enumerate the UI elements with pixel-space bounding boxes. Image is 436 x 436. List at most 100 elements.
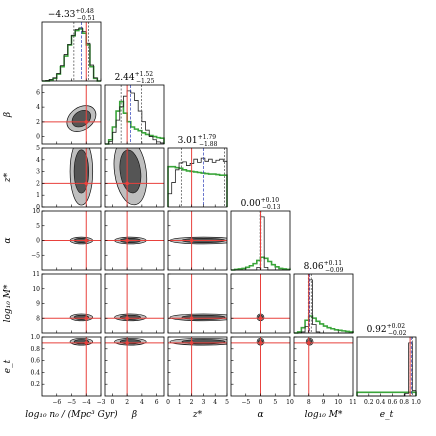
panel-alpha-vs-log10_n0: −5 0 5 10 [31,208,102,271]
panel-log10_M_star-vs-log10_M_star: 8.06+0.11 −0.09 [293,260,354,334]
xlabel-beta: β [131,410,137,420]
xlabel-log10_M_star: log₁₀ M* [305,410,343,420]
title-alpha: 0.00+0.10 −0.13 [241,197,281,211]
contour-inner-log10_M_star-z_star [181,314,226,320]
x-tick-label-beta: 2 [125,399,129,406]
x-tick-label-e_t: 1.0 [411,399,421,406]
panel-e_t-vs-log10_n0: −6 −5 −4 −3 0.2 0.4 0.6 0.8 1.0 [30,334,105,406]
truth-point-alpha-beta [125,238,129,243]
y-tick-label-z_star: 4 [36,157,40,164]
truth-point-e_t-log10_n0 [84,341,89,345]
xlabel-alpha: α [257,410,263,420]
x-tick-label-alpha: 5 [273,399,277,406]
posterior-histogram-beta [105,90,165,145]
title-beta: 2.44+1.52 −1.25 [115,71,155,85]
posterior-histogram-log10_n0 [42,27,101,82]
y-tick-label-beta: 0 [36,134,40,141]
panel-e_t-vs-alpha: −5 0 5 10 [230,336,294,406]
truth-point-e_t-log10_M_star [306,341,311,345]
truth-point-z_star-log10_n0 [84,181,89,186]
panel-beta-vs-beta: 2.44+1.52 −1.25 [104,71,165,145]
x-tick-label-z_star: 2 [190,399,194,406]
ylabel-z_star: z* [3,172,13,183]
y-tick-label-z_star: 5 [36,145,40,152]
y-tick-label-log10_M_star: 11 [32,271,40,278]
x-tick-label-alpha: 10 [286,399,294,406]
x-tick-label-log10_M_star: 9 [322,399,326,406]
x-tick-label-log10_M_star: 11 [349,399,357,406]
y-tick-label-e_t: 0.2 [30,381,40,388]
y-tick-label-z_star: 1 [36,192,40,199]
panel-e_t-vs-e_t: 0.92+0.02 −0.02 0.2 0.4 0.6 0.8 1.0 [356,323,421,406]
y-tick-label-alpha: 5 [36,223,40,230]
x-tick-label-log10_M_star: 10 [334,399,342,406]
title-log10_M_star: 8.06+0.11 −0.09 [304,260,344,274]
prior-histogram-e_t [356,391,417,396]
panel-frame-5-1 [104,336,165,397]
title-e_t: 0.92+0.02 −0.02 [367,323,407,337]
ylabel-e_t: e_t [3,359,13,373]
panel-log10_M_star-vs-log10_n0: 8 9 10 11 [32,271,102,334]
y-tick-label-log10_M_star: 9 [36,301,40,308]
y-tick-label-beta: 4 [36,104,40,111]
x-tick-label-beta: 4 [140,399,144,406]
ylabel-beta: β [3,112,13,118]
y-tick-label-e_t: 0.4 [30,369,40,376]
panel-frame-2-1 [104,147,165,208]
x-tick-label-beta: 6 [155,399,159,406]
prior-histogram-beta [105,100,165,145]
x-tick-label-z_star: 1 [178,399,182,406]
truth-point-log10_M_star-alpha [258,316,263,321]
x-tick-label-log10_n0: −5 [67,399,76,406]
xlabel-z_star: z* [192,410,203,420]
y-tick-label-alpha: 10 [32,208,40,215]
y-tick-label-e_t: 0.8 [30,346,40,353]
prior-histogram-z_star [167,165,228,207]
y-tick-label-log10_M_star: 10 [32,286,40,293]
y-tick-label-beta: 2 [36,119,40,126]
panel-frame-1-1 [104,84,165,145]
posterior-histogram-z_star [167,157,228,207]
panel-frame-0-0 [41,21,102,82]
x-tick-label-alpha: 0 [259,399,263,406]
x-tick-label-e_t: 0.6 [388,399,398,406]
panel-z_star-vs-beta [104,147,165,208]
truth-point-alpha-log10_n0 [84,238,89,243]
y-tick-label-z_star: 3 [36,169,40,176]
y-tick-label-e_t: 0.6 [30,358,40,365]
x-tick-label-alpha: −5 [241,399,250,406]
panel-alpha-vs-beta [104,210,165,271]
panel-frame-5-0 [41,336,102,397]
contour-inner-log10_M_star-beta [119,314,141,320]
panel-beta-vs-log10_n0: 0 2 4 6 [36,84,102,145]
x-tick-label-z_star: 3 [201,399,205,406]
posterior-histogram-e_t [357,342,417,397]
title-log10_n0: −4.33+0.48 −0.51 [48,8,95,22]
truth-point-e_t-alpha [258,341,263,345]
xlabel-e_t: e_t [380,410,394,420]
panel-frame-5-5 [356,336,417,397]
y-tick-label-e_t: 1.0 [30,334,40,341]
truth-point-z_star-beta [125,181,129,186]
panel-e_t-vs-log10_M_star: 8 9 10 11 [293,336,357,406]
x-tick-label-log10_n0: −3 [97,399,106,406]
ylabel-alpha: α [3,237,13,243]
panel-log10_M_star-vs-z_star [167,273,228,334]
x-tick-label-z_star: 0 [166,399,170,406]
truth-point-log10_M_star-log10_n0 [84,316,89,321]
y-tick-label-alpha: 0 [36,238,40,245]
x-tick-label-log10_n0: −4 [82,399,91,406]
x-tick-label-z_star: 4 [213,399,217,406]
y-tick-label-z_star: 2 [36,180,40,187]
truth-point-log10_M_star-beta [125,316,129,321]
panel-log10_n0-vs-log10_n0: −4.33+0.48 −0.51 [41,8,102,82]
panel-log10_M_star-vs-beta [104,273,165,334]
panel-frame-4-1 [104,273,165,334]
panel-alpha-vs-z_star [167,210,228,271]
panel-frame-2-2 [167,147,228,208]
panel-frame-5-2 [167,336,228,397]
xlabel-log10_n0: log₁₀ n₀ / (Mpc³ Gyr) [25,409,118,420]
x-tick-label-beta: 0 [110,399,114,406]
x-tick-label-e_t: 0.8 [399,399,409,406]
truth-point-e_t-z_star [189,341,194,345]
